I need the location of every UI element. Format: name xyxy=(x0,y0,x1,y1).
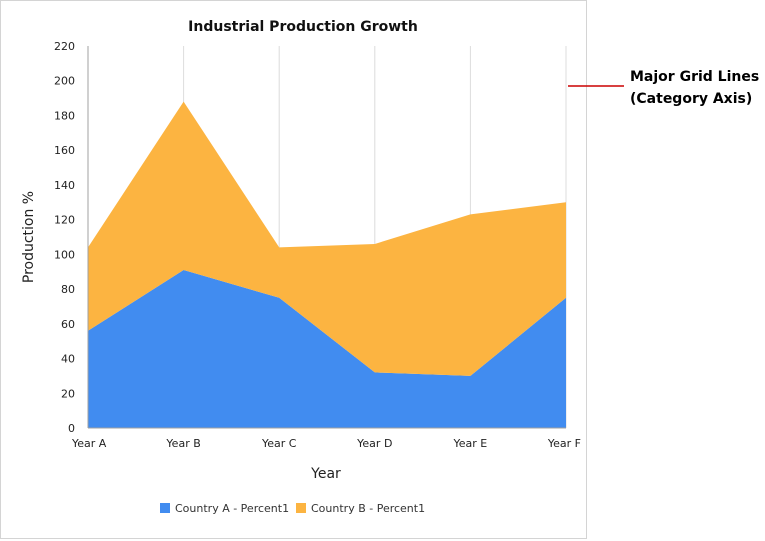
x-tick-label: Year F xyxy=(547,437,581,450)
x-tick-label: Year B xyxy=(165,437,200,450)
y-tick-label: 180 xyxy=(54,109,75,122)
area-series xyxy=(88,101,566,428)
area-series-1 xyxy=(88,269,566,428)
y-tick-labels: 0 20 40 60 80 100 120 140 160 180 200 220 xyxy=(54,40,75,435)
y-tick-label: 100 xyxy=(54,248,75,261)
legend-swatch xyxy=(296,503,306,513)
legend-swatch xyxy=(160,503,170,513)
x-tick-label: Year A xyxy=(71,437,107,450)
y-tick-label: 40 xyxy=(61,353,75,366)
axes xyxy=(87,46,566,429)
x-axis-title: Year xyxy=(310,466,341,482)
legend: Country A - Percent1 Country B - Percent1 xyxy=(160,502,425,515)
x-tick-label: Year C xyxy=(261,437,297,450)
y-tick-label: 220 xyxy=(54,40,75,53)
chart-title: Industrial Production Growth xyxy=(188,19,418,35)
y-tick-label: 200 xyxy=(54,75,75,88)
y-tick-label: 80 xyxy=(61,283,75,296)
y-tick-label: 140 xyxy=(54,179,75,192)
y-tick-label: 160 xyxy=(54,144,75,157)
annotation-line2: (Category Axis) xyxy=(630,91,752,107)
y-axis-title: Production % xyxy=(21,191,37,283)
x-tick-label: Year D xyxy=(356,437,392,450)
legend-label: Country B - Percent1 xyxy=(311,502,425,515)
x-tick-labels: Year A Year B Year C Year D Year E Year F xyxy=(71,437,581,450)
y-tick-label: 60 xyxy=(61,318,75,331)
annotation-line1: Major Grid Lines xyxy=(630,69,759,85)
x-tick-label: Year E xyxy=(453,437,488,450)
legend-label: Country A - Percent1 xyxy=(175,502,289,515)
y-tick-label: 20 xyxy=(61,387,75,400)
y-tick-label: 120 xyxy=(54,214,75,227)
area-series-2 xyxy=(88,101,566,376)
y-tick-label: 0 xyxy=(68,422,75,435)
